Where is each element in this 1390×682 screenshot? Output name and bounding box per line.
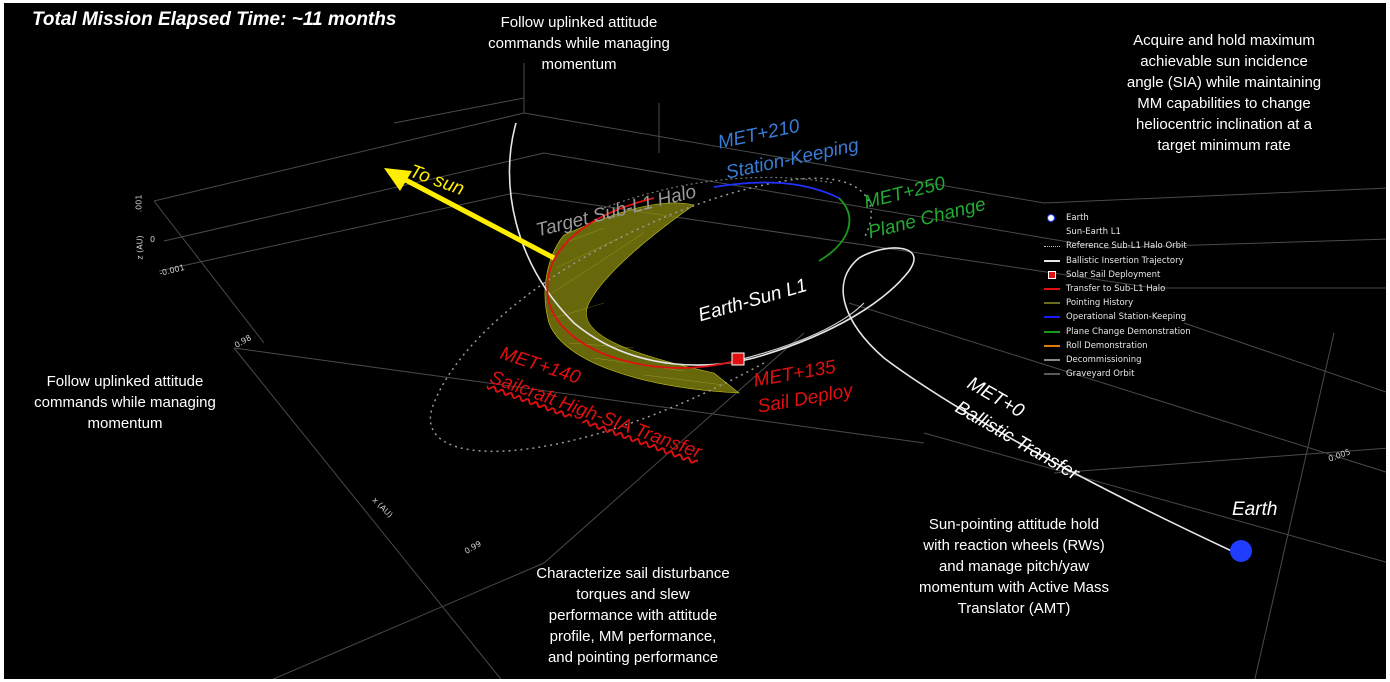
- tick-label: 0: [150, 235, 156, 244]
- mission-time-title: Total Mission Elapsed Time: ~11 months: [32, 9, 397, 30]
- sail-deployment-marker: [731, 352, 745, 366]
- annotation-line: momentum with Active Mass: [918, 579, 1110, 596]
- legend-symbol-icon: [1044, 327, 1060, 337]
- legend-label: Plane Change Demonstration: [1066, 326, 1191, 337]
- legend-symbol-icon: [1044, 227, 1060, 237]
- annotation-line: momentum: [87, 415, 163, 432]
- to-sun-arrow-shaft: [398, 174, 556, 261]
- annotation-line: momentum: [541, 56, 617, 73]
- annotation-line: torques and slew: [576, 586, 690, 603]
- legend-item: Solar Sail Deployment: [1044, 268, 1214, 282]
- legend-label: Roll Demonstration: [1066, 340, 1148, 351]
- legend-symbol-icon: [1044, 369, 1060, 379]
- legend-label: Ballistic Insertion Trajectory: [1066, 255, 1184, 266]
- annotation-line: and pointing performance: [547, 649, 719, 666]
- legend-symbol-icon: [1044, 312, 1060, 322]
- annotation-line: performance with attitude: [548, 607, 718, 624]
- legend-label: Solar Sail Deployment: [1066, 269, 1161, 280]
- annotation-line: heliocentric inclination at a: [1136, 116, 1312, 133]
- diagram-canvas: Total Mission Elapsed Time: ~11 months F…: [4, 3, 1386, 679]
- annotation-line: Acquire and hold maximum: [1133, 32, 1315, 49]
- legend-symbol-icon: [1044, 270, 1060, 280]
- to-sun-arrow-head: [384, 168, 412, 191]
- annotation-line: angle (SIA) while maintaining: [1126, 74, 1322, 91]
- legend-item: Plane Change Demonstration: [1044, 325, 1214, 339]
- earth-label: Earth: [1232, 499, 1278, 520]
- legend-label: Sun-Earth L1: [1066, 227, 1121, 238]
- legend-item: Transfer to Sub-L1 Halo: [1044, 282, 1214, 296]
- legend-symbol-icon: [1044, 213, 1060, 223]
- annotation-line: profile, MM performance,: [549, 628, 717, 645]
- legend-label: Pointing History: [1066, 298, 1134, 309]
- annotation-line: achievable sun incidence: [1140, 53, 1308, 70]
- annotation-left: Follow uplinked attitude commands while …: [10, 371, 240, 434]
- legend-symbol-icon: [1044, 341, 1060, 351]
- target-halo-arc: [603, 176, 835, 209]
- transfer-trajectory: [546, 197, 740, 369]
- station-keeping-track: [713, 181, 840, 199]
- legend-label: Transfer to Sub-L1 Halo: [1066, 284, 1166, 295]
- pointing-history-band: [544, 202, 740, 394]
- legend-item: Pointing History: [1044, 296, 1214, 310]
- legend-symbol-icon: [1044, 355, 1060, 365]
- legend-item: Roll Demonstration: [1044, 339, 1214, 353]
- orbit-plot: [153, 63, 1386, 679]
- legend-label: Graveyard Orbit: [1066, 369, 1135, 380]
- legend-label: Reference Sub-L1 Halo Orbit: [1066, 241, 1187, 252]
- legend-label: Operational Station-Keeping: [1066, 312, 1187, 323]
- tick-label: .001: [134, 194, 144, 213]
- annotation-line: commands while managing: [34, 394, 216, 411]
- legend-item: Reference Sub-L1 Halo Orbit: [1044, 239, 1214, 253]
- annotation-line: with reaction wheels (RWs): [923, 537, 1105, 554]
- annotation-line: target minimum rate: [1157, 137, 1291, 154]
- reference-halo-orbit: [429, 177, 872, 453]
- legend-item: Sun-Earth L1: [1044, 225, 1214, 239]
- annotation-line: Characterize sail disturbance: [536, 565, 730, 582]
- l1-arc: [738, 302, 865, 361]
- legend-symbol-icon: [1044, 284, 1060, 294]
- pointing-history-hatch: [551, 227, 725, 386]
- legend-item: Ballistic Insertion Trajectory: [1044, 254, 1214, 268]
- annotation-bottom-center: Characterize sail disturbance torques an…: [508, 563, 758, 668]
- legend: Earth Sun-Earth L1 Reference Sub-L1 Halo O…: [1044, 211, 1214, 381]
- legend-symbol-icon: [1044, 256, 1060, 266]
- annotation-top-right: Acquire and hold maximum achievable sun …: [1094, 30, 1354, 156]
- legend-item: Graveyard Orbit: [1044, 367, 1214, 381]
- annotation-line: commands while managing: [488, 35, 670, 52]
- annotation-bottom-right: Sun-pointing attitude hold with reaction…: [894, 514, 1134, 619]
- plane-change-track: [818, 197, 851, 262]
- earth-marker: [1230, 540, 1252, 562]
- annotation-line: MM capabilities to change: [1137, 95, 1311, 112]
- legend-item: Earth: [1044, 211, 1214, 225]
- legend-symbol-icon: [1044, 298, 1060, 308]
- annotation-line: and manage pitch/yaw: [938, 558, 1090, 575]
- annotation-line: Follow uplinked attitude: [46, 373, 204, 390]
- annotation-top-center: Follow uplinked attitude commands while …: [464, 12, 694, 75]
- z-axis-title: z (AU): [135, 235, 145, 260]
- legend-label: Earth: [1066, 213, 1089, 224]
- annotation-line: Sun-pointing attitude hold: [928, 516, 1100, 533]
- ballistic-insertion-trajectory: [508, 122, 1237, 554]
- annotation-line: Follow uplinked attitude: [500, 14, 658, 31]
- annotation-line: Translator (AMT): [957, 600, 1071, 617]
- legend-item: Decommissioning: [1044, 353, 1214, 367]
- legend-symbol-icon: [1044, 241, 1060, 251]
- legend-label: Decommissioning: [1066, 354, 1142, 365]
- legend-item: Operational Station-Keeping: [1044, 310, 1214, 324]
